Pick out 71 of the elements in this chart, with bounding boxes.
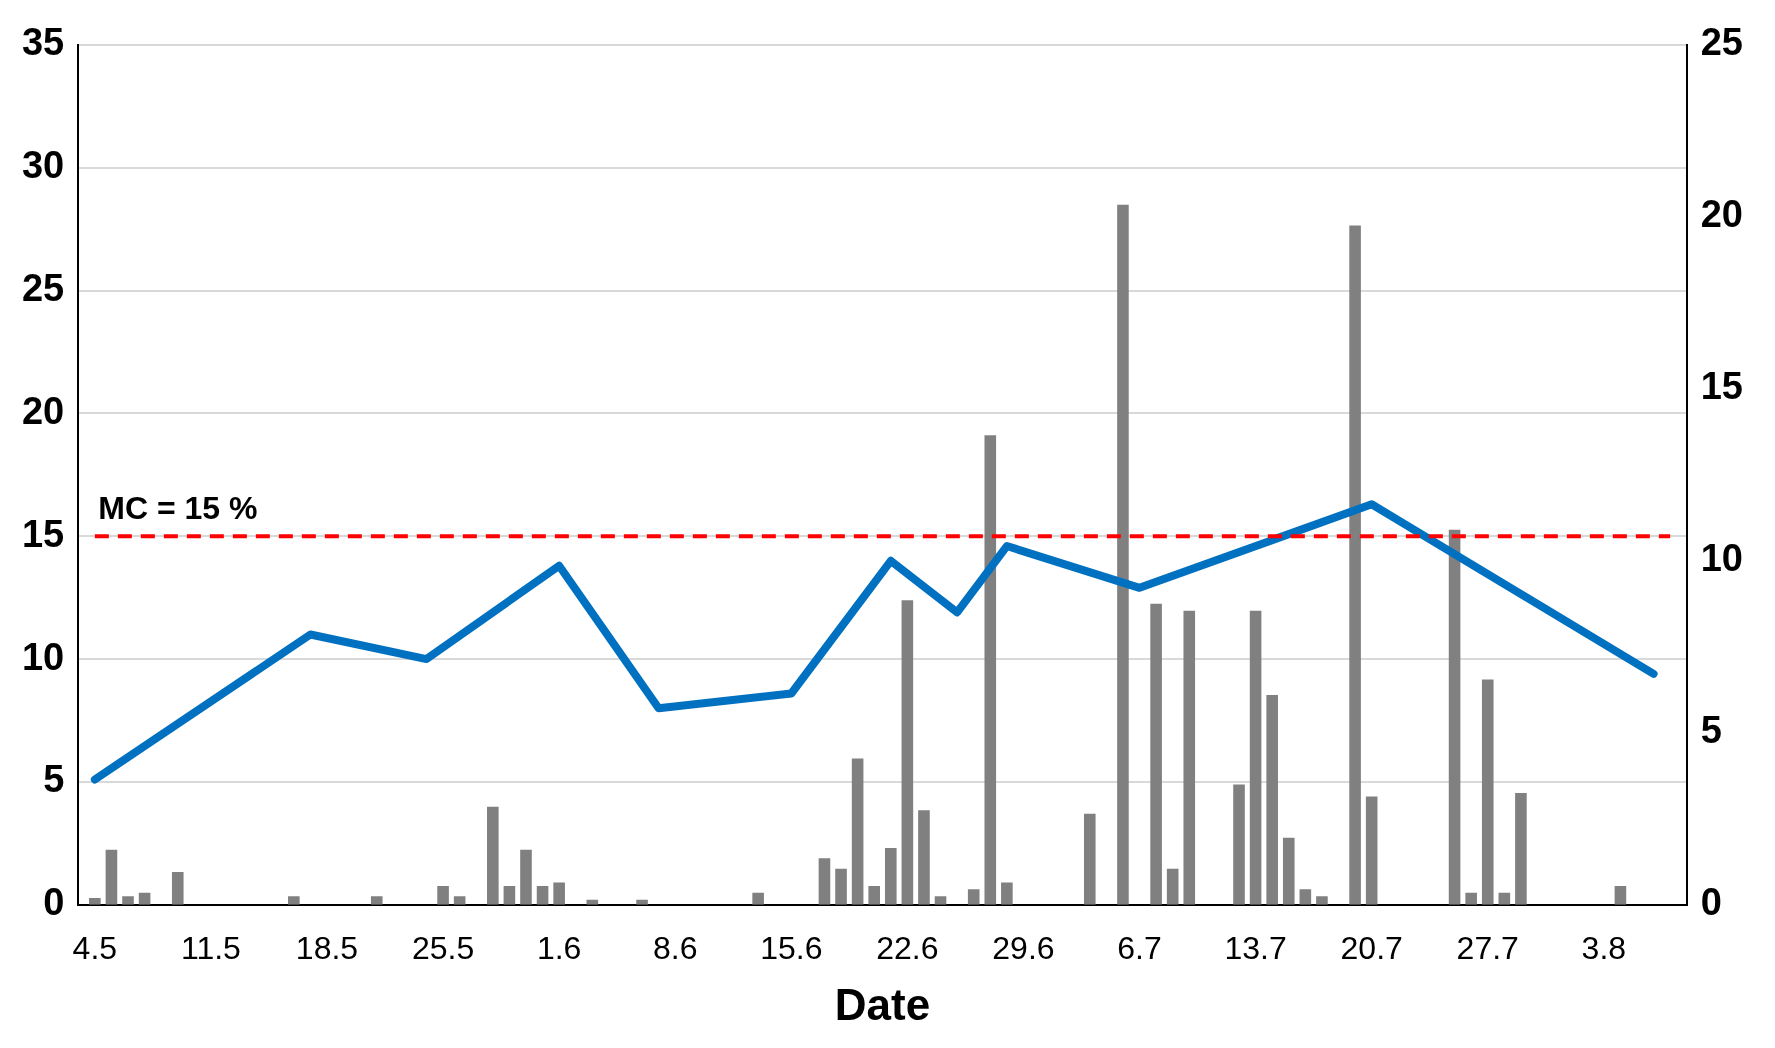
bar bbox=[818, 858, 831, 905]
y-tick-label: 20 bbox=[21, 389, 65, 432]
bar bbox=[967, 889, 980, 905]
x-tick-label: 8.6 bbox=[652, 929, 698, 966]
bar bbox=[1083, 813, 1096, 905]
ref-line-label: MC = 15 % bbox=[98, 490, 258, 527]
x-tick-label: 13.7 bbox=[1224, 929, 1287, 966]
x-tick-label: 1.6 bbox=[536, 929, 582, 966]
x-tick-label: 3.8 bbox=[1581, 929, 1627, 966]
bar bbox=[1365, 796, 1378, 905]
y2-tick-label: 5 bbox=[1700, 709, 1722, 752]
bar bbox=[1249, 610, 1262, 905]
bar bbox=[105, 849, 118, 905]
y-tick-label: 0 bbox=[43, 881, 65, 924]
y2-tick-label: 10 bbox=[1700, 537, 1744, 580]
bar bbox=[1448, 529, 1461, 905]
x-tick-label: 22.6 bbox=[876, 929, 939, 966]
x-tick-label: 11.5 bbox=[180, 929, 241, 966]
bar bbox=[1299, 889, 1312, 905]
bar bbox=[1117, 204, 1129, 905]
bar bbox=[1233, 784, 1245, 905]
x-tick-label: 25.5 bbox=[411, 929, 475, 966]
bar bbox=[868, 885, 881, 905]
bar bbox=[918, 810, 930, 905]
bar bbox=[553, 882, 565, 905]
bar bbox=[984, 435, 997, 905]
x-tick-label: 29.6 bbox=[992, 929, 1055, 966]
x-tick-label: 18.5 bbox=[295, 929, 359, 966]
bar bbox=[122, 896, 134, 905]
x-axis-title: Date bbox=[834, 979, 931, 1029]
bar bbox=[1282, 837, 1295, 905]
bar bbox=[884, 848, 897, 905]
bar bbox=[1465, 892, 1477, 905]
bar bbox=[1316, 896, 1328, 905]
y-tick-label: 30 bbox=[21, 144, 65, 187]
x-tick-label: 15.6 bbox=[760, 929, 823, 966]
bar bbox=[1515, 793, 1527, 905]
bar bbox=[370, 896, 383, 905]
y-tick-label: 25 bbox=[21, 267, 65, 309]
bar bbox=[171, 872, 184, 905]
bar bbox=[1266, 694, 1278, 905]
y2-tick-label: 20 bbox=[1700, 193, 1744, 236]
x-tick-label: 20.7 bbox=[1340, 929, 1403, 966]
bar bbox=[487, 806, 499, 905]
bar bbox=[835, 868, 847, 905]
bar bbox=[536, 885, 549, 905]
bar bbox=[901, 600, 914, 905]
y2-tick-label: 15 bbox=[1700, 365, 1744, 408]
y-tick-label: 5 bbox=[43, 758, 65, 801]
y-tick-label: 15 bbox=[21, 512, 65, 555]
bar bbox=[89, 897, 101, 905]
bar bbox=[288, 896, 300, 905]
y2-tick-label: 0 bbox=[1700, 881, 1722, 924]
bar bbox=[851, 758, 864, 905]
bar bbox=[1166, 868, 1179, 905]
y-tick-label: 10 bbox=[21, 635, 65, 678]
bar bbox=[1150, 603, 1162, 905]
y-tick-label: 35 bbox=[21, 21, 65, 64]
bar bbox=[752, 892, 764, 905]
bar bbox=[520, 849, 532, 905]
x-tick-label: 6.7 bbox=[1117, 929, 1162, 966]
bar bbox=[503, 885, 516, 905]
bar bbox=[1349, 225, 1361, 905]
x-tick-label: 4.5 bbox=[72, 929, 118, 966]
bar bbox=[1183, 610, 1196, 905]
bar bbox=[1614, 885, 1627, 905]
bar bbox=[1001, 882, 1013, 905]
y2-tick-label: 25 bbox=[1700, 21, 1744, 64]
bar bbox=[1481, 679, 1494, 905]
bar bbox=[437, 885, 449, 905]
x-tick-label: 27.7 bbox=[1456, 929, 1519, 966]
